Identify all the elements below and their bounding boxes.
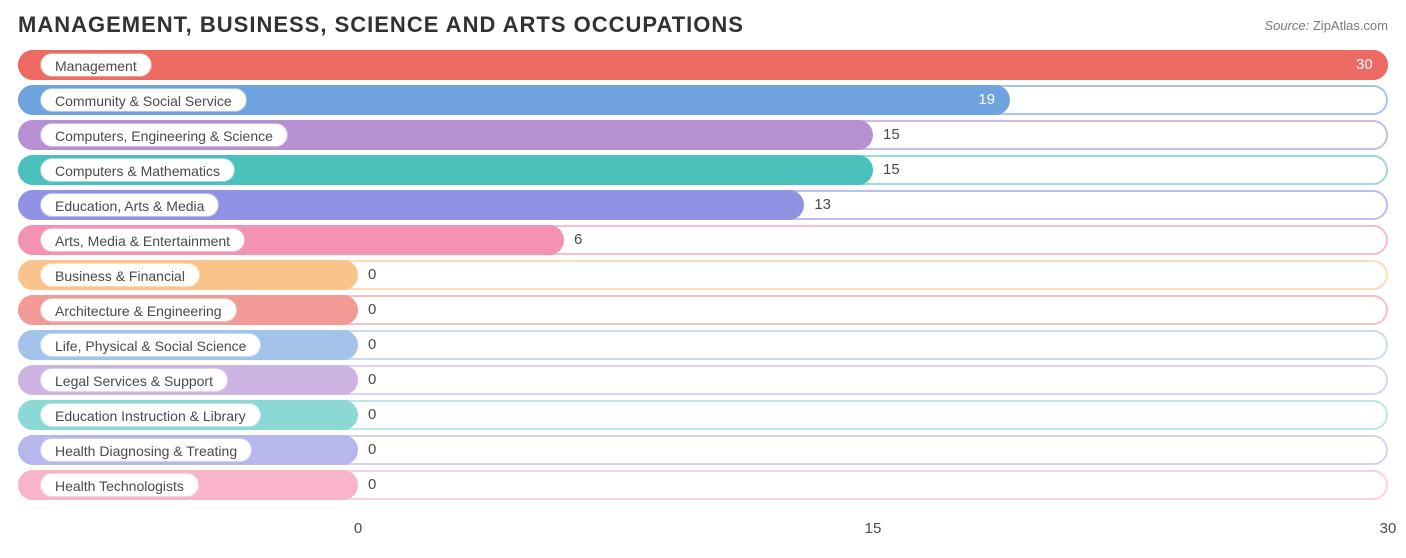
axis-tick: 30 [1380,520,1397,537]
bar-value: 30 [1356,50,1373,80]
bar-label-pill: Management [40,53,152,77]
bar-row: Community & Social Service 19 [18,85,1388,115]
chart-area: Management 30 Community & Social Service 19… [18,50,1388,540]
bar-row: Business & Financial 0 [18,260,1388,290]
bar-row: Legal Services & Support 0 [18,365,1388,395]
bar-label-pill: Business & Financial [40,263,200,287]
bar-value: 0 [368,365,376,395]
bar-value: 0 [368,295,376,325]
bar-label-pill: Community & Social Service [40,88,247,112]
bar-label-pill: Health Technologists [40,473,199,497]
bar-value: 13 [814,190,831,220]
bar-label-pill: Computers & Mathematics [40,158,235,182]
bar-label-pill: Architecture & Engineering [40,298,237,322]
bar-value: 0 [368,260,376,290]
bar-label-pill: Life, Physical & Social Science [40,333,261,357]
bar-row: Management 30 [18,50,1388,80]
source-attribution: Source: ZipAtlas.com [1264,18,1388,33]
bar-label-pill: Arts, Media & Entertainment [40,228,245,252]
bar-label-pill: Education Instruction & Library [40,403,261,427]
bar-row: Health Diagnosing & Treating 0 [18,435,1388,465]
bar-row: Health Technologists 0 [18,470,1388,500]
bar-fill [18,50,1388,80]
bar-value: 0 [368,435,376,465]
bar-value: 15 [883,155,900,185]
bar-label-pill: Education, Arts & Media [40,193,219,217]
source-name: ZipAtlas.com [1313,18,1388,33]
bar-row: Architecture & Engineering 0 [18,295,1388,325]
bars-container: Management 30 Community & Social Service 19… [18,50,1388,520]
bar-label-pill: Computers, Engineering & Science [40,123,288,147]
source-label: Source: [1264,18,1309,33]
bar-value: 0 [368,470,376,500]
bar-row: Arts, Media & Entertainment 6 [18,225,1388,255]
bar-value: 6 [574,225,582,255]
bar-label-pill: Health Diagnosing & Treating [40,438,252,462]
header: MANAGEMENT, BUSINESS, SCIENCE AND ARTS O… [18,12,1388,38]
bar-label-pill: Legal Services & Support [40,368,228,392]
bar-row: Education Instruction & Library 0 [18,400,1388,430]
bar-value: 19 [978,85,995,115]
x-axis: 01530 [18,520,1388,540]
axis-tick: 15 [865,520,882,537]
bar-value: 0 [368,330,376,360]
axis-tick: 0 [354,520,362,537]
bar-row: Computers, Engineering & Science 15 [18,120,1388,150]
bar-row: Life, Physical & Social Science 0 [18,330,1388,360]
bar-value: 0 [368,400,376,430]
chart-title: MANAGEMENT, BUSINESS, SCIENCE AND ARTS O… [18,12,744,38]
bar-row: Computers & Mathematics 15 [18,155,1388,185]
bar-row: Education, Arts & Media 13 [18,190,1388,220]
bar-value: 15 [883,120,900,150]
